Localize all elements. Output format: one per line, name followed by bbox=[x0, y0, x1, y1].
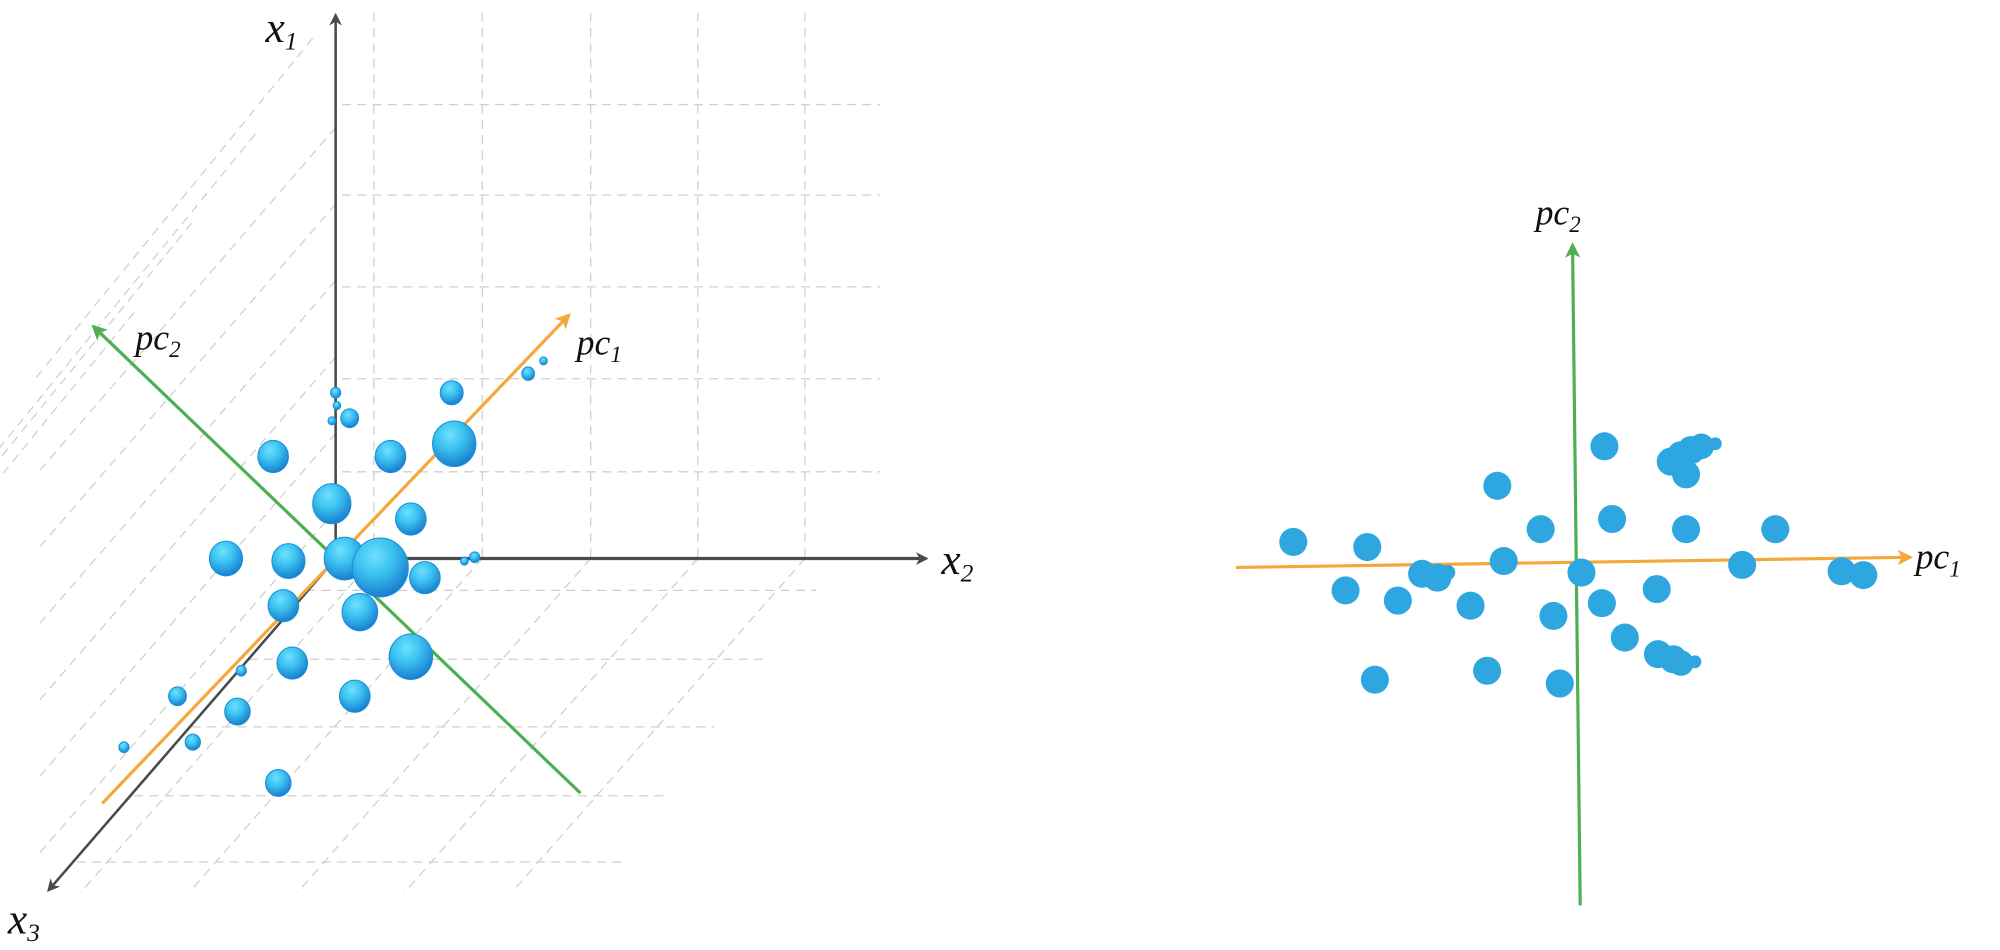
data-point bbox=[1688, 433, 1715, 460]
data-point bbox=[1331, 576, 1360, 605]
data-point-sphere bbox=[224, 697, 251, 726]
data-point-sphere bbox=[312, 483, 352, 525]
data-point bbox=[1587, 589, 1616, 618]
data-point bbox=[1539, 601, 1568, 630]
data-point bbox=[1642, 575, 1671, 604]
left-3d-panel: x1 x2 x3 pc1 pc2 bbox=[7, 4, 974, 947]
data-point bbox=[1483, 471, 1512, 500]
grid-line bbox=[0, 222, 193, 460]
data-point bbox=[1598, 504, 1627, 534]
pc1-label-2d: pc1 bbox=[1913, 537, 1961, 582]
data-point bbox=[1708, 437, 1722, 451]
data-point-sphere bbox=[469, 551, 481, 564]
data-point-sphere bbox=[439, 380, 464, 406]
grid-line bbox=[38, 127, 337, 473]
data-point-sphere bbox=[521, 366, 536, 381]
data-point-sphere bbox=[168, 686, 187, 707]
data-point-sphere bbox=[276, 646, 309, 680]
grid-line bbox=[0, 133, 256, 449]
data-point bbox=[1545, 669, 1574, 698]
data-point-sphere bbox=[118, 741, 130, 754]
data-point-sphere bbox=[264, 769, 292, 797]
grid-line bbox=[38, 203, 337, 549]
x3-label: x3 bbox=[7, 895, 40, 947]
data-point-sphere bbox=[208, 540, 244, 577]
data-point-sphere bbox=[341, 592, 379, 632]
data-point-sphere bbox=[332, 400, 342, 411]
grid-line bbox=[296, 558, 592, 894]
data-point-sphere bbox=[184, 733, 201, 751]
data-point bbox=[1279, 527, 1308, 556]
data-point-sphere bbox=[374, 439, 407, 474]
x2-label: x2 bbox=[940, 536, 973, 588]
data-point bbox=[1383, 586, 1412, 615]
data-point-sphere bbox=[340, 408, 360, 429]
data-point bbox=[1456, 591, 1485, 620]
grid-line bbox=[31, 37, 314, 383]
data-point-sphere bbox=[327, 416, 337, 426]
data-point bbox=[1590, 432, 1619, 461]
data-point bbox=[1439, 564, 1456, 581]
grid-line bbox=[404, 558, 699, 894]
data-point bbox=[1672, 515, 1701, 544]
data-points-3d bbox=[118, 356, 548, 797]
data-point bbox=[1610, 623, 1639, 652]
data-point-sphere bbox=[388, 633, 434, 680]
data-point bbox=[1526, 515, 1555, 544]
pc2-label-3d: pc2 bbox=[132, 317, 180, 362]
data-point bbox=[1353, 533, 1382, 562]
data-point-sphere bbox=[539, 356, 548, 366]
grid-line bbox=[511, 558, 806, 894]
data-point-sphere bbox=[432, 420, 477, 468]
right-2d-panel: pc1 pc2 bbox=[1235, 192, 1961, 906]
data-point-sphere bbox=[235, 664, 247, 677]
x1-label: x1 bbox=[265, 4, 298, 56]
data-points-2d bbox=[1279, 432, 1878, 698]
data-point bbox=[1672, 460, 1701, 489]
grid-line bbox=[188, 558, 483, 894]
pc2-label-2d: pc2 bbox=[1533, 192, 1581, 237]
data-point bbox=[1489, 547, 1518, 576]
data-point bbox=[1761, 515, 1790, 544]
data-point bbox=[1688, 655, 1702, 669]
data-point-sphere bbox=[330, 386, 342, 399]
data-point bbox=[1668, 650, 1694, 676]
data-point bbox=[1827, 557, 1856, 586]
data-point-sphere bbox=[409, 561, 441, 595]
data-point-sphere bbox=[351, 537, 409, 598]
data-point-sphere bbox=[460, 556, 469, 566]
data-point-sphere bbox=[271, 543, 306, 579]
grid-line bbox=[80, 558, 375, 894]
data-point bbox=[1360, 665, 1389, 694]
data-point-sphere bbox=[257, 439, 289, 474]
data-point bbox=[1567, 558, 1596, 587]
data-point-sphere bbox=[267, 589, 300, 623]
pc1-label-3d: pc1 bbox=[574, 322, 622, 367]
data-point-sphere bbox=[395, 502, 427, 536]
data-point-sphere bbox=[338, 679, 371, 713]
data-point bbox=[1473, 656, 1502, 685]
data-point bbox=[1728, 550, 1757, 579]
data-point bbox=[1849, 561, 1878, 590]
